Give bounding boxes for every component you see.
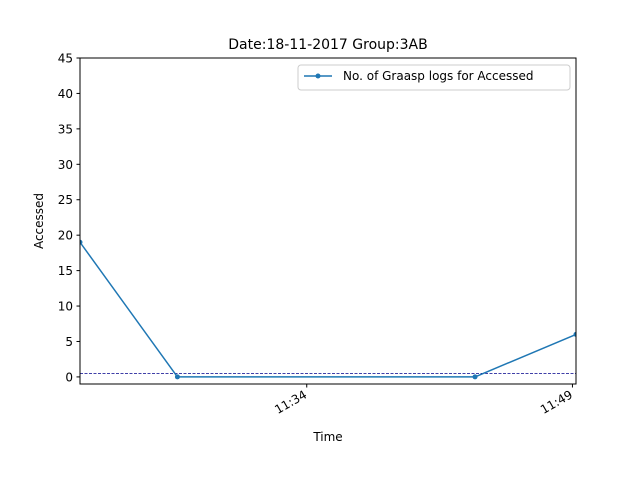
y-tick-label: 15 [58, 264, 73, 278]
plot-area [80, 239, 576, 380]
series-line [80, 241, 576, 378]
plot-frame [79, 57, 577, 385]
y-tick-label: 40 [58, 87, 73, 101]
data-point [174, 374, 180, 380]
y-tick-label: 30 [58, 158, 73, 172]
y-axis-title: Accessed [32, 193, 46, 249]
legend-point-marker [315, 73, 321, 79]
y-tick-label: 0 [65, 370, 73, 384]
y-tick-label: 45 [58, 52, 73, 66]
legend-box [297, 64, 571, 91]
legend-label: No. of Graasp logs for Accessed [343, 69, 534, 83]
data-point [472, 374, 478, 380]
y-tick-label: 35 [58, 122, 73, 136]
y-tick-label: 5 [65, 335, 73, 349]
plot-content [80, 239, 576, 380]
chart-title: Date:18-11-2017 Group:3AB [228, 37, 427, 53]
y-tick-label: 25 [58, 193, 73, 207]
x-axis-title: Time [312, 430, 342, 444]
y-axis: 0 5 10 15 20 25 30 35 40 45 [58, 52, 80, 384]
legend: No. of Graasp logs for Accessed [297, 64, 571, 91]
y-tick-label: 10 [58, 300, 73, 314]
y-tick-label: 20 [58, 229, 73, 243]
data-point [573, 331, 576, 337]
data-point [80, 239, 83, 245]
